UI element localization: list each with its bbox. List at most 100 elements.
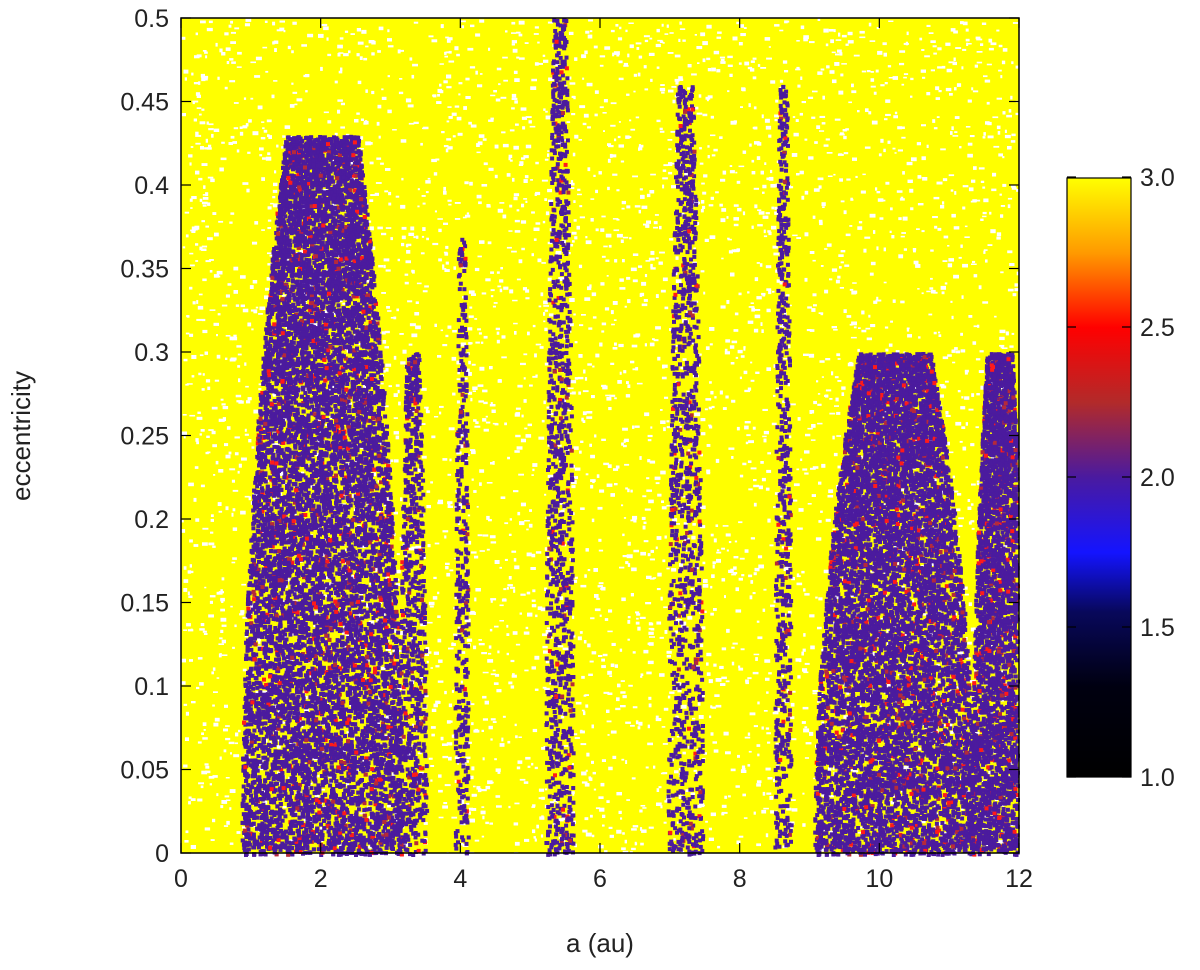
gap-mark [720, 391, 723, 395]
gap-mark [541, 262, 546, 264]
gap-mark [699, 715, 704, 719]
gap-mark [547, 627, 551, 629]
gap-mark [244, 97, 246, 100]
gap-mark [742, 794, 746, 797]
gap-mark [517, 279, 521, 281]
gap-mark [501, 356, 507, 358]
gap-mark [918, 175, 922, 179]
gap-mark [731, 573, 736, 575]
gap-mark [737, 208, 741, 212]
gap-mark [713, 608, 717, 611]
gap-mark [860, 31, 865, 34]
gap-mark [423, 203, 426, 205]
gap-mark [535, 162, 539, 165]
gap-mark [535, 767, 538, 769]
gap-mark [438, 89, 443, 93]
gap-mark [445, 566, 449, 569]
gap-mark [212, 407, 218, 410]
gap-mark [354, 119, 359, 123]
gap-mark [371, 41, 375, 45]
gap-mark [358, 42, 364, 45]
gap-mark [957, 493, 961, 496]
gap-mark [226, 821, 230, 825]
gap-mark [798, 417, 801, 421]
gap-mark [705, 579, 708, 582]
gap-mark [784, 70, 788, 72]
gap-mark [816, 125, 820, 129]
gap-mark [223, 729, 228, 732]
gap-mark [625, 306, 627, 308]
gap-mark [757, 142, 761, 146]
gap-mark [660, 471, 666, 475]
gap-mark [796, 40, 800, 42]
gap-mark [421, 388, 427, 391]
gap-mark [496, 99, 501, 102]
gap-mark [191, 798, 196, 801]
gap-mark [474, 426, 480, 428]
gap-mark [660, 805, 662, 808]
gap-mark [470, 25, 474, 28]
gap-mark [469, 307, 472, 309]
gap-mark [197, 107, 202, 109]
gap-mark [532, 666, 537, 669]
gap-mark [478, 534, 483, 536]
gap-mark [407, 300, 412, 302]
gap-mark [184, 70, 189, 74]
gap-mark [662, 560, 665, 563]
gap-mark [457, 400, 460, 403]
gap-mark [838, 154, 844, 156]
gap-mark [507, 173, 511, 177]
gap-mark [485, 278, 490, 281]
gap-mark [209, 21, 213, 24]
gap-mark [229, 25, 232, 28]
gap-mark [744, 817, 748, 819]
gap-mark [581, 314, 586, 316]
gap-mark [498, 772, 501, 774]
gap-mark [217, 77, 219, 80]
gap-mark [509, 205, 512, 208]
gap-mark [857, 226, 862, 230]
gap-mark [438, 790, 443, 793]
gap-mark [598, 585, 603, 587]
gap-mark [230, 752, 232, 754]
gap-mark [248, 397, 252, 400]
gap-mark [830, 70, 835, 74]
gap-mark [625, 135, 630, 139]
gap-mark [748, 488, 752, 490]
gap-mark [820, 116, 826, 118]
plot-area [181, 18, 1024, 857]
gap-mark [713, 664, 716, 667]
gap-mark [723, 171, 727, 175]
gap-mark [821, 464, 825, 468]
gap-mark [592, 651, 597, 654]
gap-mark [725, 349, 728, 352]
gap-mark [468, 361, 471, 365]
gap-mark [536, 825, 539, 829]
gap-mark [182, 113, 186, 116]
gap-mark [1010, 96, 1012, 100]
gap-mark [780, 516, 783, 518]
gap-mark [945, 381, 949, 383]
gap-mark [394, 431, 399, 434]
gap-mark [226, 506, 229, 510]
gap-mark [525, 42, 529, 44]
gap-mark [237, 149, 240, 152]
gap-mark [590, 30, 592, 32]
gap-mark [588, 674, 593, 676]
gap-mark [711, 116, 714, 119]
gap-mark [649, 827, 654, 829]
gap-mark [204, 633, 208, 635]
gap-mark [253, 410, 259, 414]
gap-mark [804, 593, 809, 596]
gap-mark [884, 248, 886, 252]
gap-mark [1011, 140, 1016, 143]
gap-mark [515, 735, 518, 738]
gap-mark [732, 341, 738, 344]
gap-mark [570, 82, 576, 84]
gap-mark [508, 230, 512, 232]
gap-mark [851, 84, 854, 88]
gap-mark [770, 80, 775, 83]
gap-mark [774, 115, 779, 118]
gap-mark [768, 777, 773, 780]
gap-mark [184, 704, 188, 706]
